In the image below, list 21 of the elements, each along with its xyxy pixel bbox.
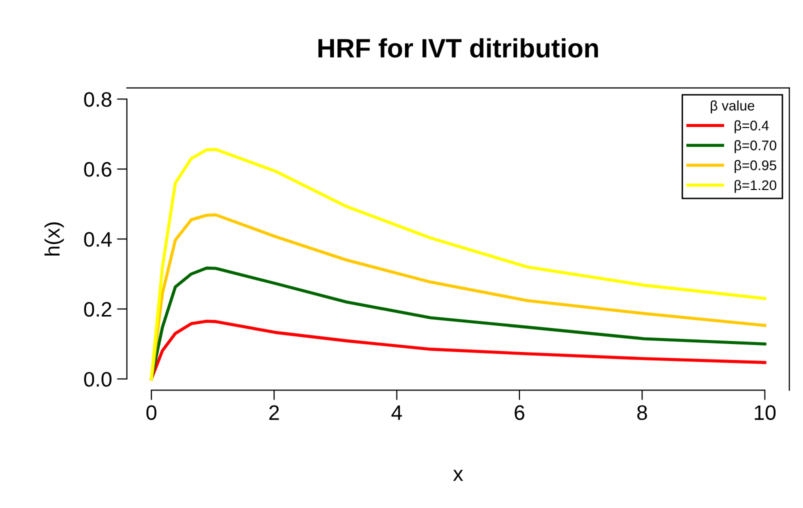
legend-title: β value — [710, 100, 754, 114]
x-tick-label: 8 — [637, 405, 648, 420]
x-tick-label: 6 — [514, 405, 524, 420]
y-tick-label: 0.2 — [84, 302, 112, 317]
legend-label: β=0.70 — [734, 140, 776, 154]
y-tick-label: 0.8 — [84, 92, 112, 107]
y-tick-label: 0.4 — [84, 232, 112, 247]
line-series — [150, 266, 766, 380]
legend-label: β=1.20 — [734, 180, 776, 193]
y-tick-label: 0.0 — [84, 372, 112, 387]
line-series — [150, 320, 766, 380]
x-tick-label: 4 — [391, 405, 402, 420]
legend-label: β=0.95 — [734, 160, 776, 174]
legend-label: β=0.4 — [734, 120, 769, 134]
chart-title: HRF for IVT ditribution — [318, 38, 598, 58]
x-tick-label: 10 — [754, 405, 776, 420]
x-tick-label: 2 — [269, 405, 279, 420]
x-axis-title: x — [453, 470, 464, 481]
x-tick-label: 0 — [146, 405, 156, 420]
y-axis-title: h(x) — [44, 222, 64, 256]
y-tick-label: 0.6 — [84, 162, 112, 177]
